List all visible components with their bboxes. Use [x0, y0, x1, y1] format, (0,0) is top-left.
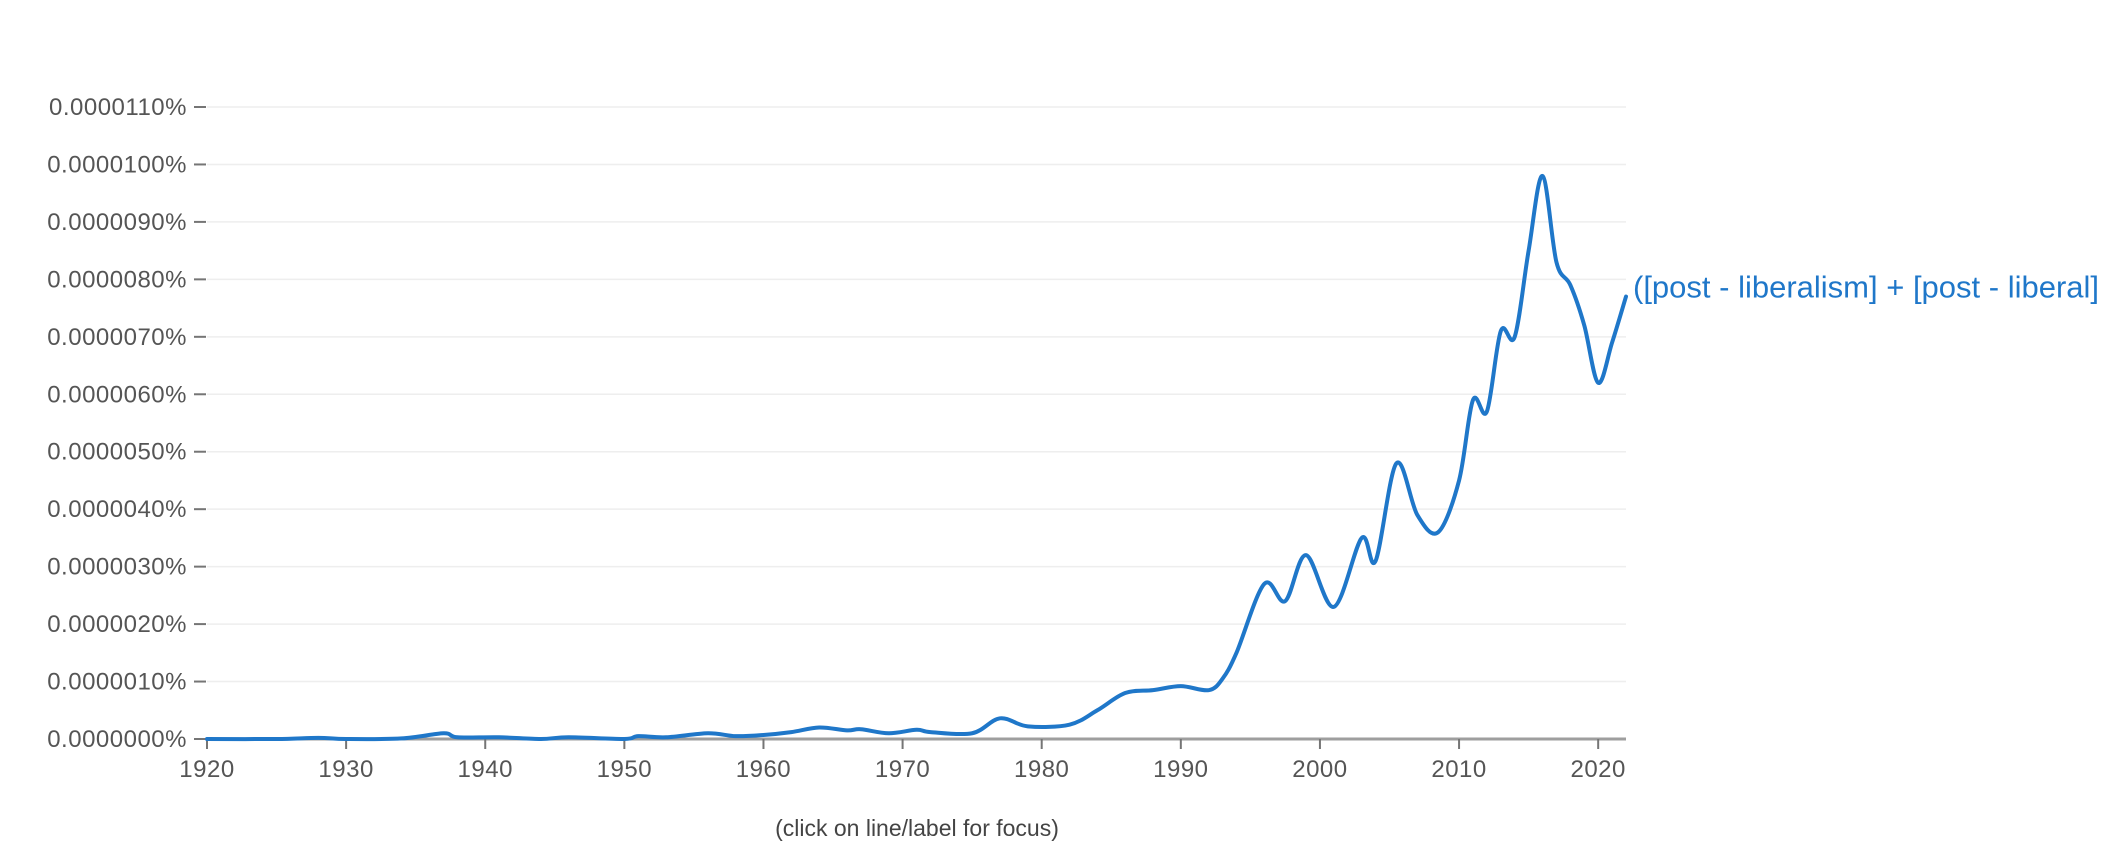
y-tick-label: 0.0000100%: [47, 151, 187, 178]
y-tick-label: 0.0000010%: [47, 669, 187, 696]
x-axis: 1920 1930 1940 1950 1960 1970 1980 1990 2000 2010…: [179, 737, 1626, 783]
y-tick-label: 0.0000110%: [49, 94, 187, 121]
x-tick-label: 1950: [597, 756, 652, 783]
series-label[interactable]: ([post - liberalism] + [post - liberal]: [1633, 270, 2099, 305]
y-tick-label: 0.0000060%: [47, 381, 187, 408]
y-tick-label: 0.0000070%: [47, 324, 187, 351]
focus-hint: (click on line/label for focus): [775, 815, 1059, 841]
y-tick-label: 0.0000050%: [47, 439, 187, 466]
x-tick-label: 2010: [1431, 756, 1486, 783]
x-tick-label: 2020: [1570, 756, 1625, 783]
y-tick-label: 0.0000080%: [47, 266, 187, 293]
x-tick-label: 2000: [1292, 756, 1347, 783]
y-axis: 0.0000000% 0.0000010% 0.0000020% 0.0000030%…: [47, 94, 206, 753]
x-tick-label: 1960: [736, 756, 791, 783]
y-tick-label: 0.0000030%: [47, 554, 187, 581]
x-tick-label: 1990: [1153, 756, 1208, 783]
series-line[interactable]: [205, 173, 1628, 742]
x-tick-label: 1970: [875, 756, 930, 783]
y-tick-label: 0.0000040%: [47, 496, 187, 523]
x-tick-label: 1920: [179, 756, 234, 783]
x-tick-label: 1930: [318, 756, 373, 783]
x-tick-label: 1940: [458, 756, 513, 783]
y-tick-label: 0.0000020%: [47, 611, 187, 638]
series-group[interactable]: [205, 173, 1628, 742]
x-tick-label: 1980: [1014, 756, 1069, 783]
y-tick-label: 0.0000090%: [47, 209, 187, 236]
series-labels[interactable]: ([post - liberalism] + [post - liberal]: [1633, 270, 2099, 305]
y-tick-label: 0.0000000%: [47, 726, 187, 753]
gridlines: [207, 106, 1626, 683]
